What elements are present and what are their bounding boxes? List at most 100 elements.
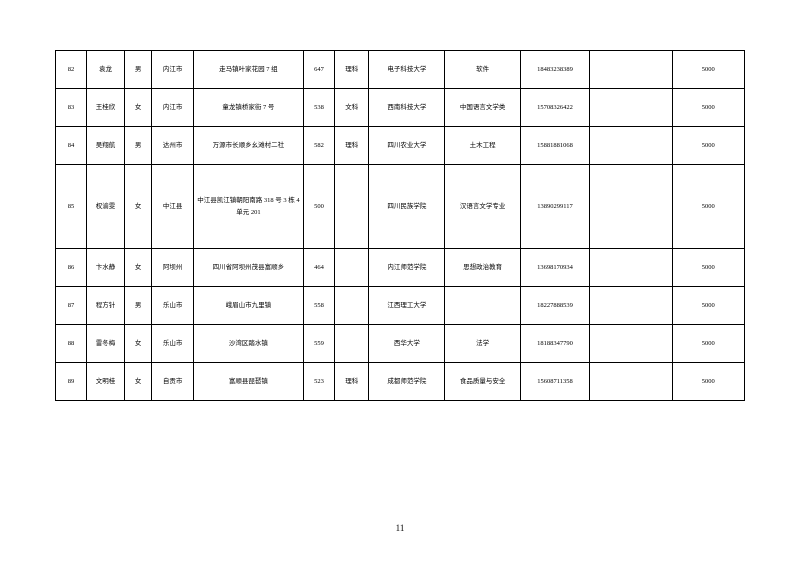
cell-phone: 18188347790 — [521, 325, 590, 363]
cell-university: 内江师范学院 — [369, 249, 445, 287]
page-number: 11 — [0, 523, 800, 533]
cell-phone: 18227888539 — [521, 287, 590, 325]
cell-gender: 女 — [124, 89, 152, 127]
table-row: 86卞水静女阿坝州四川省阿坝州茂县富顺乡464 内江师范学院思想政治教育13698… — [56, 249, 745, 287]
cell-amount: 5000 — [672, 165, 744, 249]
cell-address: 中江县凯江镇朝阳南路 318 号 3 栋 4 单元 201 — [193, 165, 303, 249]
cell-score: 559 — [304, 325, 335, 363]
cell-score: 500 — [304, 165, 335, 249]
cell-amount: 5000 — [672, 249, 744, 287]
cell-city: 达州市 — [152, 127, 193, 165]
cell-address: 万源市长顺乡幺滩村二社 — [193, 127, 303, 165]
cell-university: 电子科技大学 — [369, 51, 445, 89]
cell-idx: 85 — [56, 165, 87, 249]
cell-score: 464 — [304, 249, 335, 287]
cell-name: 程方针 — [87, 287, 125, 325]
cell-empty — [589, 287, 672, 325]
cell-phone: 15708326422 — [521, 89, 590, 127]
cell-empty — [589, 51, 672, 89]
cell-name: 权渝雯 — [87, 165, 125, 249]
cell-gender: 男 — [124, 51, 152, 89]
cell-address: 四川省阿坝州茂县富顺乡 — [193, 249, 303, 287]
cell-gender: 女 — [124, 325, 152, 363]
cell-name: 王桂欣 — [87, 89, 125, 127]
cell-amount: 5000 — [672, 287, 744, 325]
cell-major: 汉语言文学专业 — [445, 165, 521, 249]
cell-university: 成都师范学院 — [369, 363, 445, 401]
cell-amount: 5000 — [672, 89, 744, 127]
cell-name: 卞水静 — [87, 249, 125, 287]
cell-amount: 5000 — [672, 325, 744, 363]
cell-idx: 83 — [56, 89, 87, 127]
cell-idx: 84 — [56, 127, 87, 165]
cell-name: 吴翔航 — [87, 127, 125, 165]
student-table: 82袁龙男内江市走马镇叶家花园 7 组647理科电子科技大学软件18483238… — [55, 50, 745, 401]
cell-empty — [589, 165, 672, 249]
table-row: 82袁龙男内江市走马镇叶家花园 7 组647理科电子科技大学软件18483238… — [56, 51, 745, 89]
cell-amount: 5000 — [672, 363, 744, 401]
cell-empty — [589, 363, 672, 401]
cell-name: 雷冬梅 — [87, 325, 125, 363]
cell-city: 乐山市 — [152, 287, 193, 325]
cell-phone: 13890299117 — [521, 165, 590, 249]
cell-subject — [335, 249, 369, 287]
cell-university: 四川民族学院 — [369, 165, 445, 249]
cell-major: 法学 — [445, 325, 521, 363]
cell-address: 沙湾区踏水镇 — [193, 325, 303, 363]
cell-score: 647 — [304, 51, 335, 89]
cell-score: 582 — [304, 127, 335, 165]
cell-major: 思想政治教育 — [445, 249, 521, 287]
table-row: 85权渝雯女中江县中江县凯江镇朝阳南路 318 号 3 栋 4 单元 20150… — [56, 165, 745, 249]
cell-subject: 理科 — [335, 51, 369, 89]
cell-name: 袁龙 — [87, 51, 125, 89]
cell-idx: 82 — [56, 51, 87, 89]
cell-university: 西南科技大学 — [369, 89, 445, 127]
table-row: 88雷冬梅女乐山市沙湾区踏水镇559西华大学法学181883477905000 — [56, 325, 745, 363]
cell-subject: 文科 — [335, 89, 369, 127]
cell-phone: 13698170934 — [521, 249, 590, 287]
cell-gender: 女 — [124, 249, 152, 287]
cell-address: 童龙镇桥家街 7 号 — [193, 89, 303, 127]
cell-major: 中国语言文学类 — [445, 89, 521, 127]
table-row: 89文明桂女自贡市富顺县琵琶镇523理科成都师范学院食品质量与安全1560871… — [56, 363, 745, 401]
table-row: 87程方针男乐山市峨眉山市九里镇558江西理工大学182278885395000 — [56, 287, 745, 325]
cell-phone: 15881881068 — [521, 127, 590, 165]
cell-subject — [335, 165, 369, 249]
cell-amount: 5000 — [672, 51, 744, 89]
table-row: 83王桂欣女内江市童龙镇桥家街 7 号538文科西南科技大学中国语言文学类157… — [56, 89, 745, 127]
cell-university: 四川农业大学 — [369, 127, 445, 165]
cell-idx: 87 — [56, 287, 87, 325]
cell-gender: 男 — [124, 127, 152, 165]
cell-score: 538 — [304, 89, 335, 127]
cell-university: 西华大学 — [369, 325, 445, 363]
cell-gender: 女 — [124, 165, 152, 249]
cell-major: 土木工程 — [445, 127, 521, 165]
cell-address: 走马镇叶家花园 7 组 — [193, 51, 303, 89]
cell-city: 内江市 — [152, 89, 193, 127]
cell-city: 乐山市 — [152, 325, 193, 363]
cell-university: 江西理工大学 — [369, 287, 445, 325]
cell-idx: 89 — [56, 363, 87, 401]
cell-name: 文明桂 — [87, 363, 125, 401]
cell-phone: 18483238389 — [521, 51, 590, 89]
cell-subject — [335, 325, 369, 363]
cell-subject: 理科 — [335, 127, 369, 165]
cell-empty — [589, 325, 672, 363]
cell-subject — [335, 287, 369, 325]
cell-city: 阿坝州 — [152, 249, 193, 287]
cell-gender: 男 — [124, 287, 152, 325]
cell-amount: 5000 — [672, 127, 744, 165]
cell-score: 523 — [304, 363, 335, 401]
cell-gender: 女 — [124, 363, 152, 401]
cell-score: 558 — [304, 287, 335, 325]
cell-city: 中江县 — [152, 165, 193, 249]
cell-empty — [589, 249, 672, 287]
cell-idx: 86 — [56, 249, 87, 287]
cell-major — [445, 287, 521, 325]
cell-city: 内江市 — [152, 51, 193, 89]
cell-subject: 理科 — [335, 363, 369, 401]
cell-city: 自贡市 — [152, 363, 193, 401]
cell-major: 软件 — [445, 51, 521, 89]
cell-empty — [589, 127, 672, 165]
cell-address: 富顺县琵琶镇 — [193, 363, 303, 401]
